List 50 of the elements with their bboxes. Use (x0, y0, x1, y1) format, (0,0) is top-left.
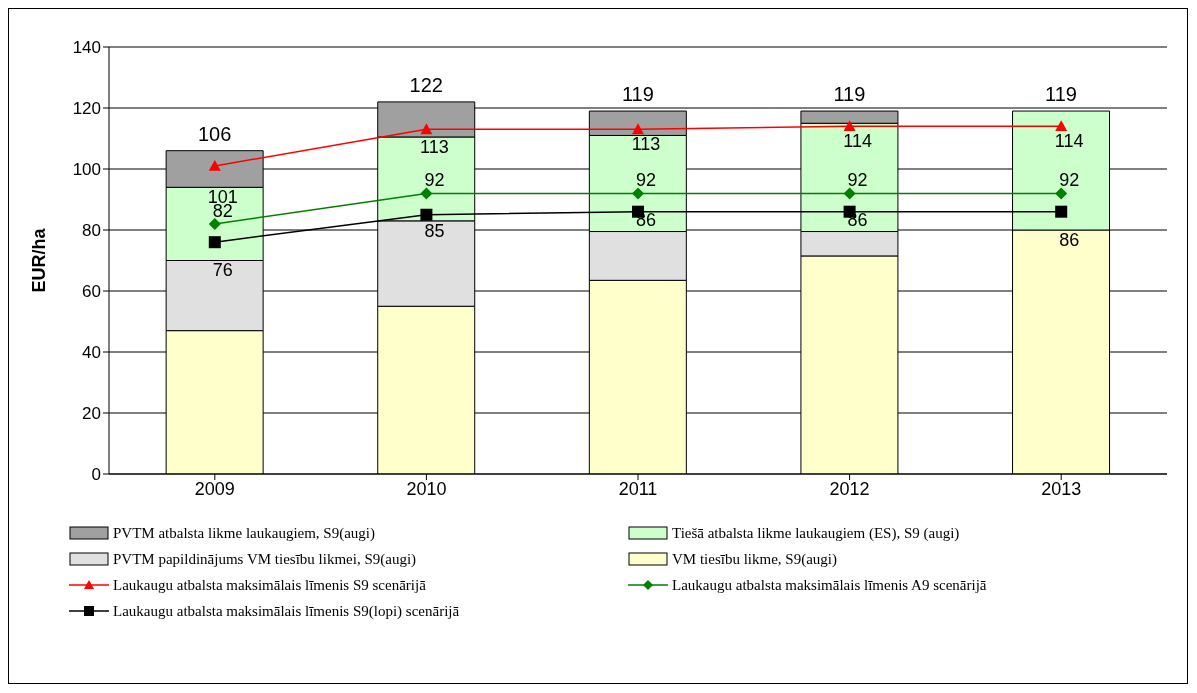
legend-label: Tiešā atbalsta likme laukaugiem (ES), S9 (augi) (672, 524, 960, 542)
point (632, 187, 644, 200)
point (1055, 120, 1068, 132)
y-tick-label: 140 (72, 38, 101, 58)
point (420, 123, 433, 135)
point (843, 120, 856, 132)
point (208, 159, 221, 171)
point (1055, 187, 1068, 200)
data-label: 92 (847, 170, 868, 191)
data-label: 92 (424, 170, 445, 191)
x-tick-label: 2013 (1041, 478, 1082, 499)
point (420, 187, 433, 200)
y-tick-label: 0 (91, 465, 101, 485)
data-label: 113 (420, 136, 449, 157)
point (420, 208, 433, 221)
data-label: 85 (424, 220, 445, 241)
y-tick-label: 60 (82, 282, 101, 302)
y-tick-label: 20 (82, 404, 101, 424)
total-label: 122 (409, 73, 443, 96)
total-label: 119 (1045, 83, 1077, 106)
x-tick-label: 2009 (194, 478, 235, 499)
y-axis-title: EUR/ha (29, 227, 50, 293)
legend-label: VM tiesību likme, S9(augi) (672, 550, 837, 568)
point (208, 236, 221, 249)
y-tick-label: 100 (72, 160, 101, 180)
legend-label: Laukaugu atbalsta maksimālais līmenis A9 scenārijā (672, 576, 987, 594)
point (1055, 205, 1068, 218)
data-label: 92 (1059, 170, 1080, 191)
data-label: 113 (631, 134, 661, 155)
point (843, 187, 856, 200)
y-tick-label: 120 (72, 99, 101, 119)
data-label: 92 (635, 170, 657, 191)
x-tick-label: 2011 (618, 478, 658, 499)
point (208, 217, 221, 230)
x-tick-label: 2012 (829, 478, 870, 499)
data-label: 114 (843, 131, 872, 152)
data-label: 76 (212, 260, 233, 281)
legend-label: Laukaugu atbalsta maksimālais līmenis S9 scenārijā (113, 576, 426, 594)
point (632, 123, 644, 135)
data-label: 114 (1054, 131, 1084, 152)
x-tick-label: 2010 (406, 478, 447, 499)
legend-label: PVTM atbalsta likme laukaugiem, S9(augi) (113, 524, 376, 542)
y-tick-label: 40 (82, 343, 101, 363)
legend-label: PVTM papildinājums VM tiesību likmei, S9(augi) (113, 550, 417, 568)
y-tick-label: 80 (82, 221, 101, 241)
total-label: 119 (621, 83, 654, 106)
legend-label: Laukaugu atbalsta maksimālais līmenis S9(lopi) scenārijā (113, 602, 460, 620)
data-label: 86 (1059, 229, 1080, 250)
total-label: 119 (833, 83, 866, 106)
total-label: 106 (197, 122, 232, 145)
